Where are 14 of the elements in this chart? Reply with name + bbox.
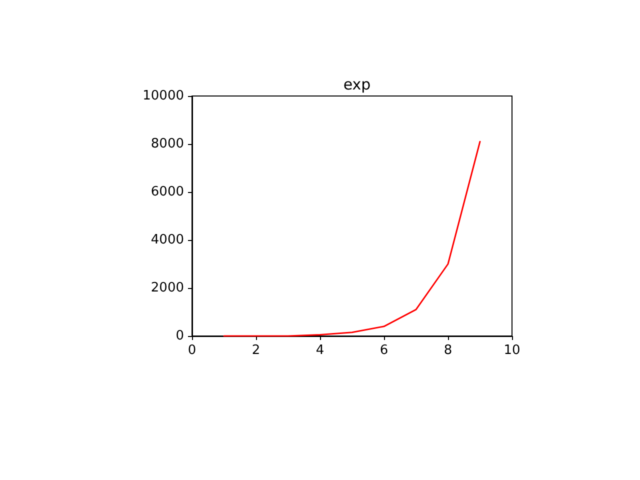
x-tick-label: 10 — [504, 343, 520, 358]
x-tick-label: 4 — [316, 343, 324, 358]
x-tick-label: 8 — [444, 343, 452, 358]
y-tick-label: 2000 — [150, 280, 184, 296]
x-tick-label: 0 — [188, 343, 196, 358]
y-tick-label: 6000 — [150, 184, 184, 200]
line-series — [223, 140, 481, 337]
y-tick-label: 10000 — [142, 88, 184, 104]
x-tick-label: 6 — [380, 343, 388, 358]
y-tick-label: 8000 — [150, 136, 184, 152]
x-tick-label: 2 — [252, 343, 260, 358]
chart-title: exp — [343, 76, 371, 94]
y-tick-label: 4000 — [150, 232, 184, 248]
y-tick-label: 0 — [176, 328, 184, 344]
